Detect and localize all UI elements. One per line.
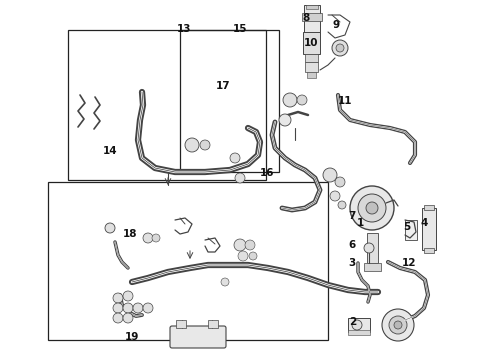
Bar bbox=[48, 182, 328, 340]
Circle shape bbox=[338, 201, 346, 209]
Circle shape bbox=[332, 40, 348, 56]
Text: 6: 6 bbox=[348, 240, 355, 250]
Circle shape bbox=[394, 321, 402, 329]
Text: 14: 14 bbox=[103, 146, 118, 156]
Circle shape bbox=[297, 95, 307, 105]
Circle shape bbox=[113, 303, 123, 313]
Circle shape bbox=[389, 316, 407, 334]
Circle shape bbox=[350, 186, 394, 230]
Bar bbox=[367, 233, 378, 263]
Circle shape bbox=[221, 278, 229, 286]
Text: 15: 15 bbox=[233, 24, 247, 34]
Bar bbox=[424, 248, 434, 253]
Circle shape bbox=[352, 320, 362, 330]
Text: 11: 11 bbox=[338, 96, 353, 106]
Circle shape bbox=[143, 233, 153, 243]
Circle shape bbox=[366, 202, 378, 214]
Circle shape bbox=[249, 252, 257, 260]
Text: 17: 17 bbox=[216, 81, 230, 91]
Circle shape bbox=[123, 303, 133, 313]
Bar bbox=[180, 30, 279, 172]
Text: 10: 10 bbox=[304, 38, 318, 48]
Circle shape bbox=[235, 173, 245, 183]
Text: 9: 9 bbox=[332, 20, 339, 30]
Circle shape bbox=[382, 309, 414, 341]
Text: 12: 12 bbox=[402, 258, 416, 268]
Circle shape bbox=[283, 93, 297, 107]
Text: 1: 1 bbox=[357, 218, 364, 228]
Text: 7: 7 bbox=[348, 211, 356, 221]
Bar bbox=[422, 208, 436, 250]
FancyBboxPatch shape bbox=[170, 326, 226, 348]
Circle shape bbox=[123, 313, 133, 323]
Circle shape bbox=[245, 240, 255, 250]
Circle shape bbox=[358, 194, 386, 222]
Bar bbox=[68, 30, 266, 180]
Circle shape bbox=[364, 243, 374, 253]
Bar bbox=[405, 220, 417, 240]
Text: 2: 2 bbox=[349, 317, 356, 327]
Circle shape bbox=[200, 140, 210, 150]
Circle shape bbox=[113, 293, 123, 303]
Bar bbox=[305, 62, 318, 72]
Bar bbox=[348, 330, 370, 335]
Circle shape bbox=[185, 138, 199, 152]
Circle shape bbox=[279, 114, 291, 126]
Text: 3: 3 bbox=[348, 258, 355, 268]
Circle shape bbox=[330, 191, 340, 201]
Bar bbox=[304, 5, 320, 33]
Circle shape bbox=[335, 177, 345, 187]
Bar bbox=[348, 318, 370, 332]
Circle shape bbox=[133, 303, 143, 313]
Circle shape bbox=[238, 251, 248, 261]
Circle shape bbox=[143, 303, 153, 313]
Text: 18: 18 bbox=[122, 229, 137, 239]
Circle shape bbox=[336, 44, 344, 52]
Bar bbox=[302, 13, 322, 21]
Circle shape bbox=[152, 234, 160, 242]
Circle shape bbox=[323, 168, 337, 182]
Bar bbox=[306, 5, 318, 9]
Bar bbox=[305, 54, 318, 62]
Circle shape bbox=[234, 239, 246, 251]
Circle shape bbox=[105, 223, 115, 233]
Circle shape bbox=[230, 153, 240, 163]
Circle shape bbox=[113, 313, 123, 323]
Text: 13: 13 bbox=[176, 24, 191, 34]
Bar bbox=[208, 320, 218, 328]
Bar bbox=[303, 32, 320, 54]
Bar bbox=[424, 205, 434, 210]
Text: 5: 5 bbox=[403, 222, 410, 232]
Text: 19: 19 bbox=[125, 332, 140, 342]
Bar bbox=[176, 320, 186, 328]
Text: 8: 8 bbox=[303, 13, 310, 23]
Text: 16: 16 bbox=[260, 168, 274, 178]
Bar bbox=[307, 72, 316, 78]
Bar bbox=[364, 263, 381, 271]
Circle shape bbox=[123, 291, 133, 301]
Text: 4: 4 bbox=[420, 218, 428, 228]
